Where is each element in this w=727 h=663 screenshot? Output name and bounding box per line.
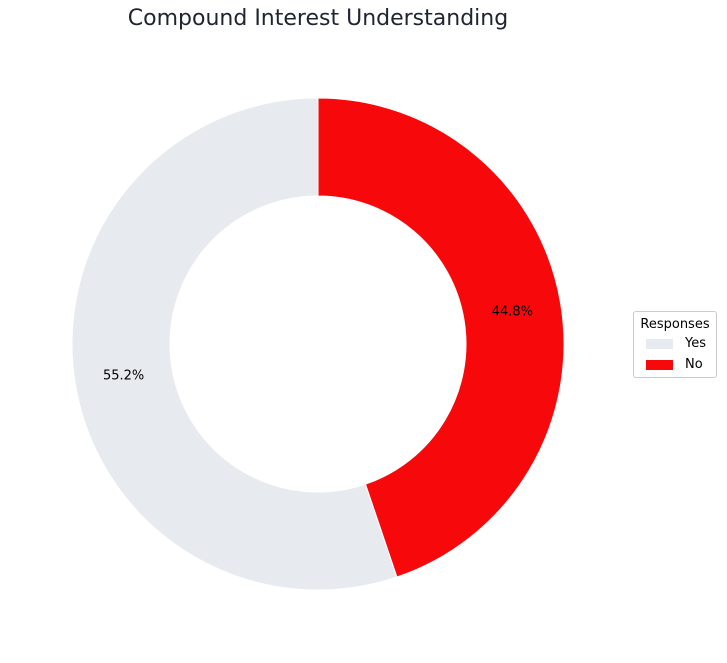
slice-yes: [71, 97, 398, 591]
slice-no: [317, 97, 565, 578]
slice-label-yes: 55.2%: [103, 369, 144, 384]
legend-item-yes: Yes: [634, 333, 716, 354]
legend-item-no: No: [634, 354, 716, 375]
legend-swatch-yes: [646, 338, 673, 349]
legend-title: Responses: [640, 317, 710, 332]
slice-label-no: 44.8%: [492, 304, 533, 319]
legend-label-yes: Yes: [685, 335, 706, 351]
legend: Responses Yes No: [633, 311, 717, 378]
legend-swatch-no: [646, 359, 673, 370]
legend-label-no: No: [685, 356, 703, 372]
chart-title: Compound Interest Understanding: [127, 6, 509, 31]
